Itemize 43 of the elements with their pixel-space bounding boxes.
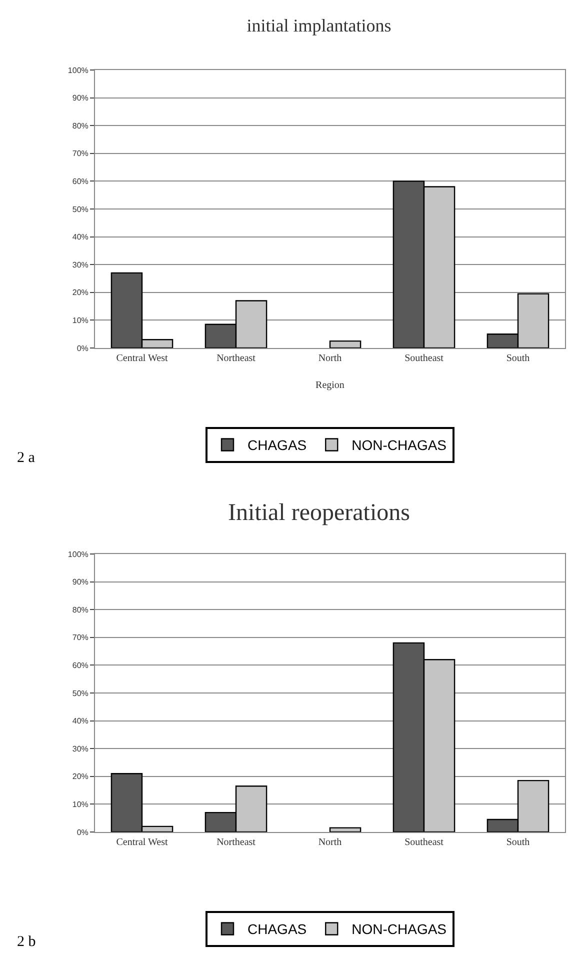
text: 2 a — [17, 450, 36, 466]
x-axis-title: Region — [316, 380, 344, 391]
y-tick-label: 0% — [76, 344, 88, 353]
y-tick-label: 90% — [72, 578, 88, 587]
y-tick-label: 70% — [72, 633, 88, 642]
x-tick-label: Southeast — [404, 353, 444, 364]
y-tick-label: 50% — [72, 688, 88, 698]
y-tick-label: 50% — [72, 204, 88, 214]
x-tick-label: Southeast — [404, 837, 444, 848]
y-tick-label: 40% — [72, 716, 88, 726]
y-tick-label: 30% — [72, 260, 88, 270]
y-tick-label: 100% — [68, 550, 88, 559]
y-tick-label: 60% — [72, 177, 88, 186]
x-tick-label: North — [318, 353, 342, 364]
x-tick-label: Northeast — [216, 837, 256, 848]
legend-label: NON-CHAGAS — [352, 437, 447, 454]
chart-title: initial implantations — [246, 16, 392, 36]
y-tick-label: 20% — [72, 772, 88, 782]
x-tick-label: South — [506, 837, 530, 848]
x-tick-label: North — [318, 837, 342, 848]
bar — [329, 340, 362, 348]
y-tick-label: 80% — [72, 121, 88, 130]
legend-label: CHAGAS — [248, 921, 307, 938]
y-tick-label: 30% — [72, 744, 88, 754]
y-tick-label: 100% — [68, 66, 88, 75]
y-tick-label: 80% — [72, 605, 88, 614]
x-tick-label: South — [506, 353, 530, 364]
legend-label: CHAGAS — [248, 437, 307, 454]
y-tick-label: 60% — [72, 661, 88, 670]
x-tick-label: Central West — [116, 837, 168, 848]
y-tick-label: 20% — [72, 288, 88, 298]
y-tick-label: 40% — [72, 232, 88, 242]
y-tick-label: 0% — [76, 828, 88, 837]
chart-title: Initial reoperations — [228, 500, 410, 526]
text: 2 b — [17, 934, 36, 950]
y-tick-label: 70% — [72, 149, 88, 158]
x-tick-label: Northeast — [216, 353, 256, 364]
y-tick-label: 10% — [72, 316, 88, 325]
legend-label: NON-CHAGAS — [352, 921, 447, 938]
y-tick-label: 90% — [72, 94, 88, 103]
x-tick-label: Central West — [116, 353, 168, 364]
y-tick-label: 10% — [72, 800, 88, 809]
bar — [329, 827, 362, 832]
